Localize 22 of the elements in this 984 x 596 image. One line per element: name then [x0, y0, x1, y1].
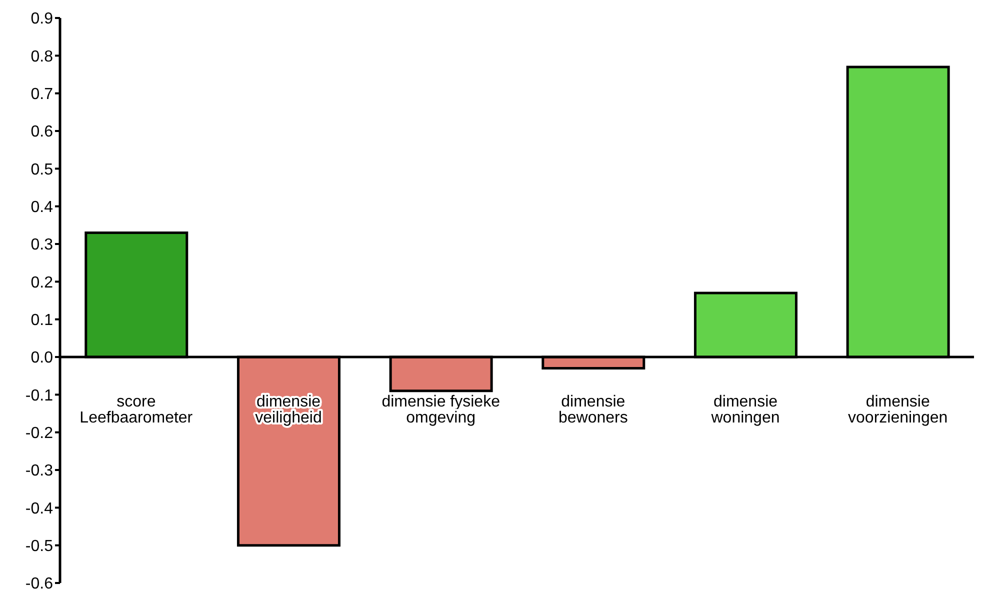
- y-tick-label: 0.0: [30, 350, 54, 367]
- x-tick-label: score Leefbaarometer: [80, 393, 194, 426]
- y-tick-label: 0.7: [30, 86, 54, 104]
- y-tick-label: 0.6: [30, 124, 54, 141]
- y-tick-label: -0.5: [25, 538, 54, 556]
- y-tick-label: -0.4: [25, 500, 54, 518]
- y-tick-label: 0.9: [30, 10, 54, 28]
- y-tick-label: -0.1: [25, 387, 54, 404]
- y-tick-label: -0.6: [25, 576, 54, 593]
- x-tick-label: dimensie woningen: [710, 393, 780, 426]
- y-tick-label: 0.2: [30, 274, 54, 292]
- x-tick-label: dimensie veiligheid: [255, 393, 322, 426]
- y-tick-label: -0.2: [25, 425, 54, 442]
- y-tick-label: 0.1: [30, 312, 54, 330]
- y-tick-label: -0.3: [25, 462, 54, 480]
- y-tick-label: 0.8: [30, 48, 54, 66]
- y-tick-label: 0.3: [30, 236, 54, 254]
- x-tick-label: dimensie bewoners: [558, 393, 628, 426]
- y-tick-label: 0.4: [30, 199, 54, 216]
- x-tick-label: dimensie fysieke omgeving: [382, 393, 500, 426]
- y-tick-label: 0.5: [30, 161, 54, 178]
- x-tick-label: dimensie voorzieningen: [848, 393, 948, 426]
